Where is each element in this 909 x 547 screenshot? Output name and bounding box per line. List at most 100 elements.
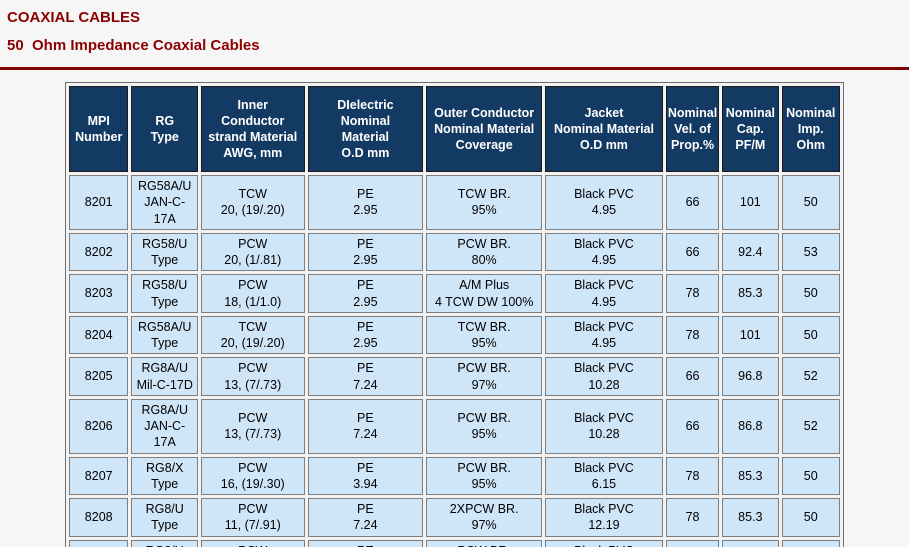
table-cell: RG8A/U JAN-C-17A [131, 398, 199, 454]
table-cell: PE 2.95 [307, 274, 424, 313]
table-cell: 8208 [69, 498, 129, 537]
table-cell: Black PVC 12.19 [545, 498, 663, 537]
table-cell: RG58/U Type [131, 274, 199, 313]
table-cell: PCW 11, (7/.91) [201, 498, 305, 537]
table-row: 8202 RG58/U Type PCW 20, (1/.81) PE 2.95 PCW… [69, 232, 840, 272]
table-row: 8203 RG58/U Type PCW 18, (1/1.0) PE 2.95 A/M… [69, 274, 840, 313]
table-row: 8205 RG8A/U Mil-C-17D PCW 13, (7/.73) PE 7.… [69, 357, 840, 396]
table-cell: 8203 [69, 274, 129, 313]
table-row: 8207 RG8/X Type PCW 16, (19/.30) PE 3.94 PCW… [69, 456, 840, 495]
table-cell: RG58/U Type [131, 232, 199, 272]
table-cell: 78 [665, 315, 720, 355]
table-cell: PCW 16, (19/.30) [201, 456, 305, 495]
table-cell: 101 [722, 315, 779, 355]
table-cell: 8202 [69, 232, 129, 272]
table-row: 8206 RG8A/U JAN-C-17A PCW 13, (7/.73) PE 7.… [69, 398, 840, 454]
table-cell: 66 [665, 398, 720, 454]
table-cell: RG58A/U Type [131, 315, 199, 355]
column-header: RG Type [131, 86, 199, 172]
table-cell: 86.8 [722, 398, 779, 454]
column-header: Nominal Vel. of Prop.% [665, 86, 720, 172]
table-cell: Black PVC 10.28 [545, 398, 663, 454]
table-cell: 8204 [69, 315, 129, 355]
table-cell: 50 [781, 274, 840, 313]
table-cell: 53 [781, 232, 840, 272]
table-cell: 66 [665, 357, 720, 396]
table-cell: 2XPCW BR. 97% [426, 498, 543, 537]
column-header: Nominal Imp. Ohm [781, 86, 840, 172]
table-cell: Black PVC 4.95 [545, 175, 663, 230]
table-cell: PCW BR. 97% [426, 539, 543, 547]
table-cell: PCW 20, (1/.81) [201, 232, 305, 272]
coax-cable-table: MPI Number RG Type Inner Conductor strand … [65, 82, 844, 547]
table-cell: 50 [781, 456, 840, 495]
table-cell: Black PVC 4.95 [545, 232, 663, 272]
table-cell: RG8/U Type [131, 498, 199, 537]
table-cell: 8207 [69, 456, 129, 495]
table-cell: PCW 13, (7/.73) [201, 357, 305, 396]
divider-rule [0, 67, 909, 70]
table-row: 8201 RG58A/U JAN-C-17A TCW 20, (19/.20) PE … [69, 175, 840, 230]
table-cell: RG8/X Type [131, 456, 199, 495]
table-cell: 78 [665, 456, 720, 495]
table-cell: RG8A/U Mil-C-17D [131, 357, 199, 396]
table-cell: PCW BR. 97% [426, 357, 543, 396]
table-cell: Black PVC 4.95 [545, 274, 663, 313]
table-cell: PE 2.95 [307, 175, 424, 230]
table-cell: PE 2.95 [307, 232, 424, 272]
table-cell: 50 [781, 539, 840, 547]
table-cell: 8209 [69, 539, 129, 547]
table-cell: Black PVC 4.95 [545, 315, 663, 355]
table-cell: PCW 18, (1/1.0) [201, 274, 305, 313]
page-header: COAXIAL CABLES 50 Ohm Impedance Coaxial … [0, 0, 909, 54]
table-row: 8208 RG8/U Type PCW 11, (7/.91) PE 7.24 2XPC… [69, 498, 840, 537]
table-cell: PE 7.24 [307, 498, 424, 537]
table-cell: 8205 [69, 357, 129, 396]
table-cell: RG58A/U JAN-C-17A [131, 175, 199, 230]
table-cell: Black PVC 10.29 [545, 539, 663, 547]
table-cell: A/M Plus 4 TCW DW 100% [426, 274, 543, 313]
table-cell: Black PVC 10.28 [545, 357, 663, 396]
table-cell: 85.3 [722, 498, 779, 537]
page-subtitle: 50 Ohm Impedance Coaxial Cables [7, 37, 260, 54]
table-cell: PCW BR. 95% [426, 456, 543, 495]
column-header: MPI Number [69, 86, 129, 172]
table-cell: 52 [781, 357, 840, 396]
table-cell: 50 [781, 315, 840, 355]
table-cell: PE 7.24 [307, 357, 424, 396]
table-cell: 78 [665, 539, 720, 547]
table-row: 8204 RG58A/U Type TCW 20, (19/.20) PE 2.95 T… [69, 315, 840, 355]
table-body: 8201 RG58A/U JAN-C-17A TCW 20, (19/.20) PE … [69, 175, 840, 547]
table-cell: Black PVC 6.15 [545, 456, 663, 495]
table-cell: PE 7.24 [307, 539, 424, 547]
column-header: Inner Conductor strand Material AWG, mm [201, 86, 305, 172]
page-title: COAXIAL CABLES [7, 9, 141, 26]
table-cell: PE 2.95 [307, 315, 424, 355]
column-header: Nominal Cap. PF/M [722, 86, 779, 172]
table-cell: 85.3 [722, 456, 779, 495]
table-cell: PE 3.94 [307, 456, 424, 495]
table-cell: 78 [665, 498, 720, 537]
table-cell: TCW BR. 95% [426, 315, 543, 355]
table-cell: 85.3 [722, 539, 779, 547]
table-cell: TCW BR. 95% [426, 175, 543, 230]
column-header: Jacket Nominal Material O.D mm [545, 86, 663, 172]
table-cell: 85.3 [722, 274, 779, 313]
table-cell: PCW BR. 95% [426, 398, 543, 454]
table-cell: PCW 13, (7/.73) [201, 398, 305, 454]
table-cell: 96.8 [722, 357, 779, 396]
table-cell: 66 [665, 175, 720, 230]
table-cell: 66 [665, 232, 720, 272]
table-head-row: MPI Number RG Type Inner Conductor strand … [69, 86, 840, 172]
table-cell: 52 [781, 398, 840, 454]
table-cell: 8206 [69, 398, 129, 454]
table-cell: PE 7.24 [307, 398, 424, 454]
table-cell: 50 [781, 498, 840, 537]
table-cell: TCW 20, (19/.20) [201, 315, 305, 355]
table-cell: TCW 20, (19/.20) [201, 175, 305, 230]
table-cell: RG8/U Type [131, 539, 199, 547]
table-cell: 78 [665, 274, 720, 313]
table-cell: PCW BR. 80% [426, 232, 543, 272]
table-cell: PCW 11, (7/.91) [201, 539, 305, 547]
